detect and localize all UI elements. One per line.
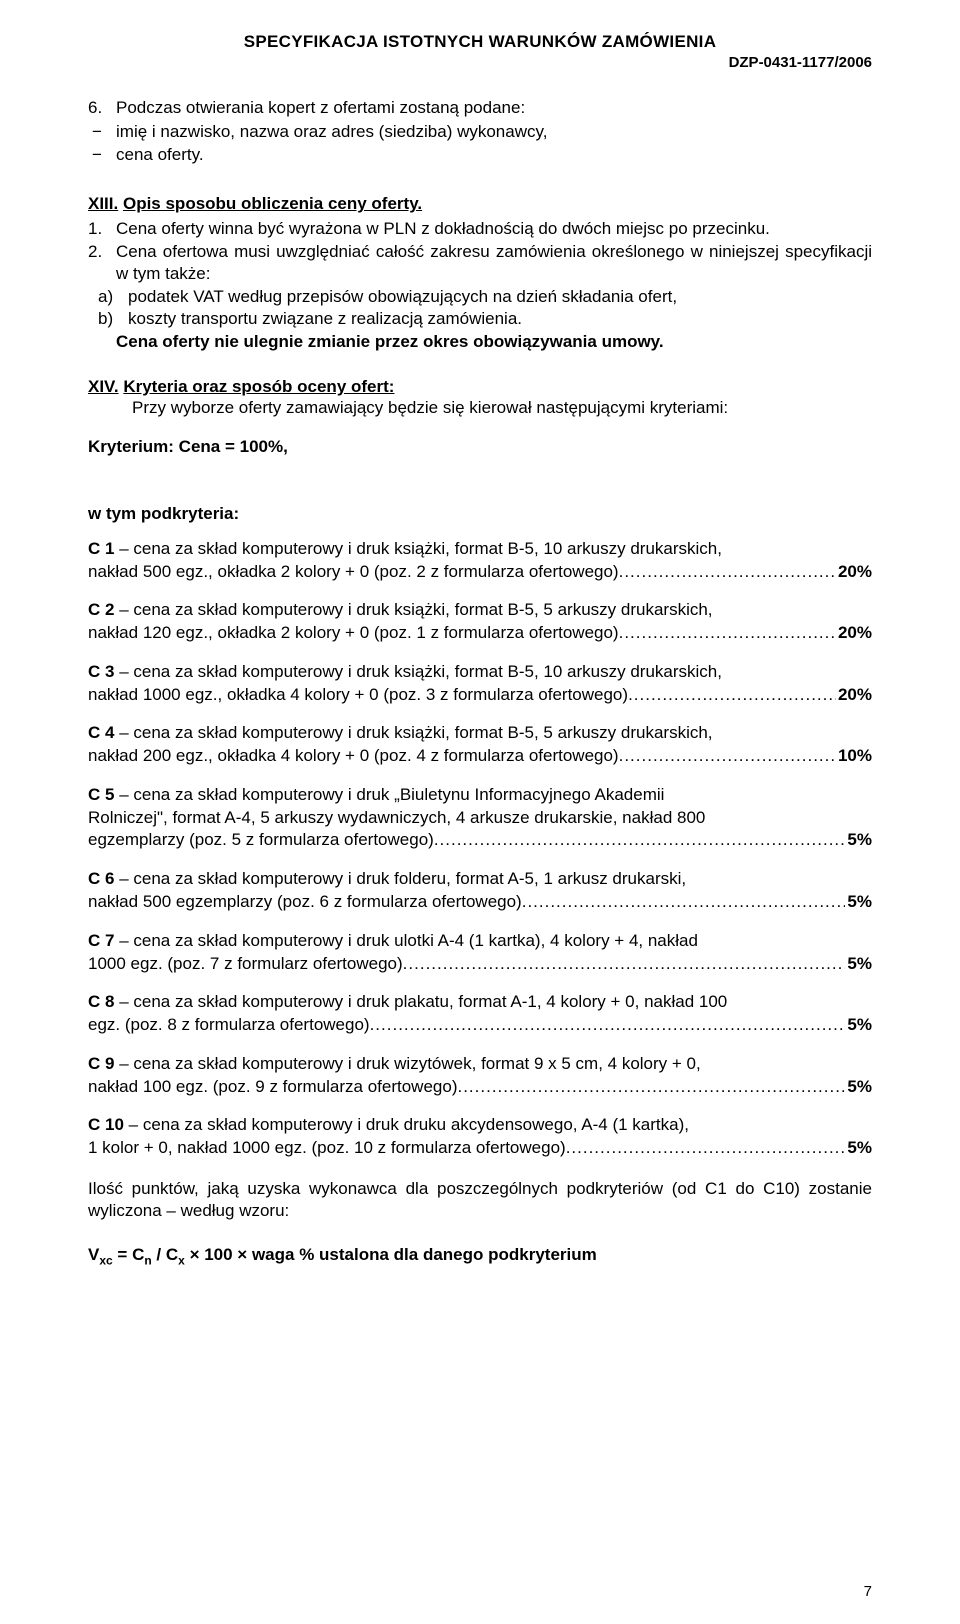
criterion-line1: – cena za skład komputerowy i druk wizyt… bbox=[114, 1054, 700, 1073]
criterion-pct: 10% bbox=[836, 745, 872, 768]
criterion-label: C 4 bbox=[88, 723, 114, 742]
item6-text: Podczas otwierania kopert z ofertami zos… bbox=[116, 97, 872, 119]
criterion-9: C 9 – cena za skład komputerowy i druk w… bbox=[88, 1053, 872, 1099]
criterion-5: C 5 – cena za skład komputerowy i druk „… bbox=[88, 784, 872, 852]
criterion-label: C 10 bbox=[88, 1115, 124, 1134]
criterion-tail: nakład 500 egz., okładka 2 kolory + 0 (p… bbox=[88, 562, 619, 581]
criterion-label: C 2 bbox=[88, 600, 114, 619]
criterion-tail: nakład 500 egzemplarzy (poz. 6 z formula… bbox=[88, 892, 522, 911]
section-xiv-title: Kryteria oraz sposób oceny ofert: bbox=[123, 377, 394, 396]
xiv-kryterium: Kryterium: Cena = 100%, bbox=[88, 437, 872, 457]
section-xiii-title: Opis sposobu obliczenia ceny oferty. bbox=[123, 194, 422, 213]
dot-leader bbox=[619, 623, 872, 642]
dash: − bbox=[92, 144, 116, 166]
criterion-label: C 8 bbox=[88, 992, 114, 1011]
criterion-line1: – cena za skład komputerowy i druk książ… bbox=[114, 662, 722, 681]
closing-para: Ilość punktów, jaką uzyska wykonawca dla… bbox=[88, 1178, 872, 1223]
xiii-p2b-num: b) bbox=[88, 308, 128, 330]
xiv-subheader: w tym podkryteria: bbox=[88, 503, 872, 525]
criterion-tail: egzemplarzy (poz. 5 z formularza ofertow… bbox=[88, 830, 434, 849]
criterion-label: C 9 bbox=[88, 1054, 114, 1073]
dot-leader bbox=[522, 892, 872, 911]
criterion-tail: 1000 egz. (poz. 7 z formularz ofertowego… bbox=[88, 954, 403, 973]
criterion-3: C 3 – cena za skład komputerowy i druk k… bbox=[88, 661, 872, 707]
section-xiii-roman: XIII. bbox=[88, 194, 118, 213]
criterion-label: C 3 bbox=[88, 662, 114, 681]
criterion-pct: 20% bbox=[836, 684, 872, 707]
xiii-bold-line: Cena oferty nie ulegnie zmianie przez ok… bbox=[88, 331, 872, 353]
item6-num: 6. bbox=[88, 97, 116, 119]
xiii-p2-num: 2. bbox=[88, 241, 116, 286]
dot-leader bbox=[370, 1015, 872, 1034]
criterion-label: C 6 bbox=[88, 869, 114, 888]
dash: − bbox=[92, 121, 116, 143]
criterion-line1: – cena za skład komputerowy i druk plaka… bbox=[114, 992, 727, 1011]
xiii-p2: Cena ofertowa musi uwzględniać całość za… bbox=[116, 241, 872, 286]
criterion-line1: – cena za skład komputerowy i druk „Biul… bbox=[114, 785, 664, 804]
xiii-p2b: koszty transportu związane z realizacją … bbox=[128, 308, 872, 330]
criterion-tail: nakład 120 egz., okładka 2 kolory + 0 (p… bbox=[88, 623, 619, 642]
criterion-6: C 6 – cena za skład komputerowy i druk f… bbox=[88, 868, 872, 914]
page-number: 7 bbox=[864, 1583, 872, 1600]
criterion-tail: 1 kolor + 0, nakład 1000 egz. (poz. 10 z… bbox=[88, 1138, 566, 1157]
criterion-label: C 5 bbox=[88, 785, 114, 804]
criterion-line1: – cena za skład komputerowy i druk książ… bbox=[114, 539, 722, 558]
item6-dash2: cena oferty. bbox=[116, 144, 872, 166]
dot-leader bbox=[619, 562, 872, 581]
criterion-pct: 5% bbox=[845, 1137, 872, 1160]
criterion-7: C 7 – cena za skład komputerowy i druk u… bbox=[88, 930, 872, 976]
criterion-pct: 5% bbox=[845, 1014, 872, 1037]
criterion-10: C 10 – cena za skład komputerowy i druk … bbox=[88, 1114, 872, 1160]
criterion-pct: 20% bbox=[836, 561, 872, 584]
criterion-label: C 7 bbox=[88, 931, 114, 950]
criterion-pct: 20% bbox=[836, 622, 872, 645]
section-xiv-roman: XIV. bbox=[88, 377, 119, 396]
dot-leader bbox=[619, 746, 872, 765]
dot-leader bbox=[566, 1138, 872, 1157]
criterion-tail: nakład 100 egz. (poz. 9 z formularza ofe… bbox=[88, 1077, 457, 1096]
criterion-line1: – cena za skład komputerowy i druk druku… bbox=[124, 1115, 689, 1134]
criterion-pct: 5% bbox=[845, 829, 872, 852]
criterion-line2: Rolniczej", format A-4, 5 arkuszy wydawn… bbox=[88, 807, 872, 830]
criterion-pct: 5% bbox=[845, 1076, 872, 1099]
criterion-2: C 2 – cena za skład komputerowy i druk k… bbox=[88, 599, 872, 645]
criterion-tail: nakład 1000 egz., okładka 4 kolory + 0 (… bbox=[88, 685, 628, 704]
criterion-line1: – cena za skład komputerowy i druk folde… bbox=[114, 869, 686, 888]
criterion-line1: – cena za skład komputerowy i druk książ… bbox=[114, 600, 712, 619]
xiii-p1: Cena oferty winna być wyrażona w PLN z d… bbox=[116, 218, 872, 240]
criterion-pct: 5% bbox=[845, 891, 872, 914]
criterion-tail: egz. (poz. 8 z formularza ofertowego) bbox=[88, 1015, 370, 1034]
dot-leader bbox=[434, 830, 872, 849]
dot-leader bbox=[403, 954, 872, 973]
doc-code: DZP-0431-1177/2006 bbox=[88, 54, 872, 71]
xiii-p1-num: 1. bbox=[88, 218, 116, 240]
criterion-4: C 4 – cena za skład komputerowy i druk k… bbox=[88, 722, 872, 768]
criterion-line1: – cena za skład komputerowy i druk ulotk… bbox=[114, 931, 697, 950]
criterion-1: C 1 – cena za skład komputerowy i druk k… bbox=[88, 538, 872, 584]
criterion-tail: nakład 200 egz., okładka 4 kolory + 0 (p… bbox=[88, 746, 619, 765]
criterion-line1: – cena za skład komputerowy i druk książ… bbox=[114, 723, 712, 742]
formula: Vxc = Cn / Cx × 100 × waga % ustalona dl… bbox=[88, 1245, 872, 1267]
criterion-label: C 1 bbox=[88, 539, 114, 558]
doc-title: SPECYFIKACJA ISTOTNYCH WARUNKÓW ZAMÓWIEN… bbox=[88, 32, 872, 52]
dot-leader bbox=[457, 1077, 872, 1096]
xiii-p2a-num: a) bbox=[88, 286, 128, 308]
xiv-intro: Przy wyborze oferty zamawiający będzie s… bbox=[88, 397, 872, 419]
criterion-8: C 8 – cena za skład komputerowy i druk p… bbox=[88, 991, 872, 1037]
xiii-p2a: podatek VAT według przepisów obowiązując… bbox=[128, 286, 872, 308]
item6-dash1: imię i nazwisko, nazwa oraz adres (siedz… bbox=[116, 121, 872, 143]
criterion-pct: 5% bbox=[845, 953, 872, 976]
